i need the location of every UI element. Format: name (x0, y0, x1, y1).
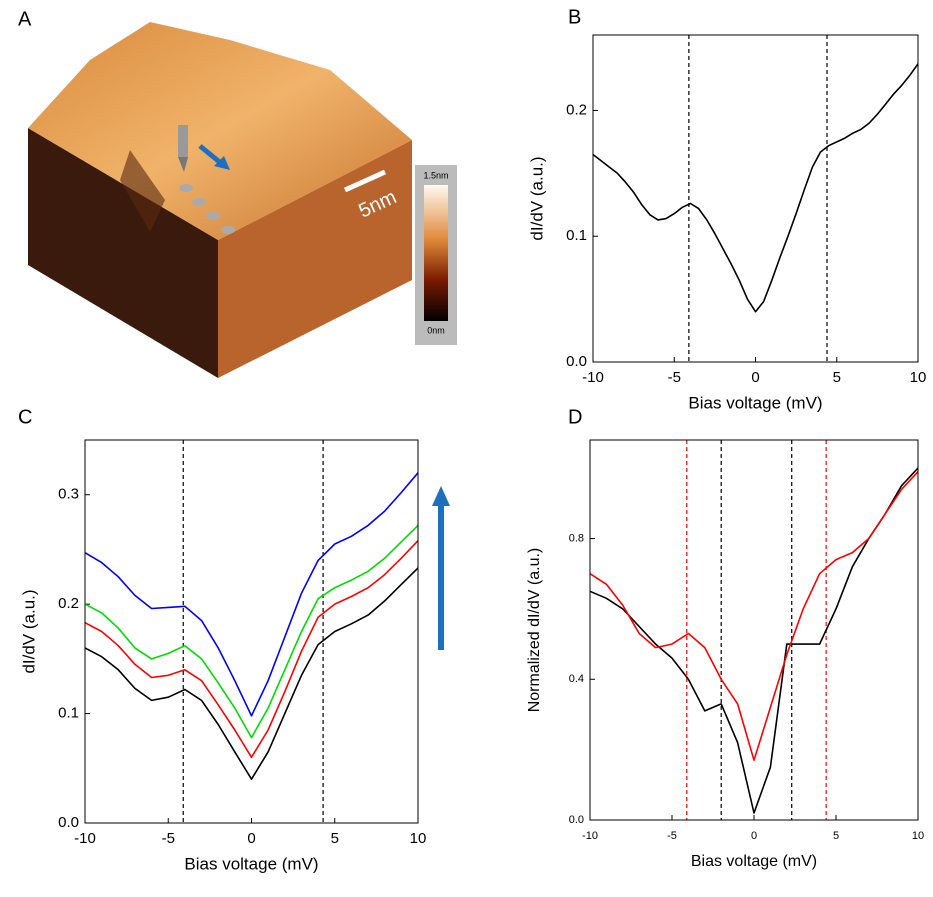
tip-position (221, 226, 235, 234)
y-tick-label: 0.3 (58, 486, 79, 503)
surface-groove (120, 150, 165, 232)
y-tick-label: 0.8 (569, 532, 584, 544)
x-axis-title: Bias voltage (mV) (691, 853, 817, 870)
y-tick-label: 0.0 (566, 353, 587, 370)
y-tick-label: 0.2 (58, 595, 79, 612)
tip-position (179, 184, 193, 192)
tip-position (192, 198, 206, 206)
panel: D -10 -5 0 5 10 0.0 0.4 0.8 Bias voltage (mV) Norm… (526, 406, 924, 870)
colorbar (424, 185, 448, 321)
block-left-face (28, 128, 218, 378)
x-tick-label: -5 (668, 369, 681, 386)
x-tick-label: 0 (247, 830, 255, 847)
tip-position (206, 212, 220, 220)
y-tick-label: 0.2 (566, 101, 587, 118)
block-top-surface (28, 22, 412, 240)
plot-frame (592, 34, 919, 363)
x-tick-label: -10 (582, 830, 598, 842)
x-axis-title: Bias voltage (mV) (184, 854, 318, 873)
panel-label: C (18, 406, 32, 428)
colorbar-max: 1.5nm (423, 170, 448, 180)
x-tick-label: 10 (910, 369, 927, 386)
y-tick-label: 0.0 (58, 814, 79, 831)
y-tick-label: 0.4 (569, 673, 584, 685)
panel-label: D (568, 406, 582, 428)
x-tick-label: -5 (162, 830, 175, 847)
colorbar-min: 0nm (427, 325, 445, 335)
data-line (84, 567, 419, 780)
x-tick-label: -10 (74, 830, 96, 847)
plot-frame (589, 439, 919, 821)
data-line (84, 524, 419, 739)
panel: C -10 -5 0 5 10 0.0 0.1 0.2 0.3 Bias voltage (mV) d… (18, 406, 426, 873)
y-tick-label: 0.1 (566, 227, 587, 244)
data-line (592, 63, 919, 313)
panel: B -10 -5 0 5 10 0.0 0.1 0.2 Bias voltage (mV) dI/d… (527, 6, 926, 412)
y-axis-title: Normalized dI/dV (a.u.) (526, 548, 543, 713)
y-axis-title: dI/dV (a.u.) (19, 589, 38, 673)
stm-tip (178, 125, 188, 157)
x-tick-label: -10 (582, 369, 604, 386)
scan-arrowhead (214, 156, 230, 170)
panel-label: A (18, 8, 32, 30)
panel-label: B (568, 6, 581, 28)
x-tick-label: 10 (410, 830, 427, 847)
data-line (84, 540, 419, 759)
plot-frame (84, 439, 419, 824)
scale-bar (343, 169, 387, 193)
x-tick-label: 10 (912, 830, 924, 842)
y-axis-title: dI/dV (a.u.) (527, 156, 546, 240)
x-tick-label: 0 (751, 830, 757, 842)
x-tick-label: 5 (833, 369, 841, 386)
x-tick-label: 0 (751, 369, 759, 386)
x-tick-label: 5 (833, 830, 839, 842)
panel-c-arrow (432, 486, 450, 650)
data-line (589, 471, 919, 761)
block-right-face (218, 140, 412, 378)
stm-tip-point (178, 157, 188, 172)
x-tick-label: 5 (331, 830, 339, 847)
scan-arrow (198, 144, 224, 166)
x-axis-title: Bias voltage (mV) (688, 393, 822, 412)
y-tick-label: 0.1 (58, 705, 79, 722)
data-line (84, 472, 419, 717)
panel-a: A 5nm 1.5nm 0nm (18, 8, 457, 378)
data-line (589, 467, 919, 814)
x-tick-label: -5 (667, 830, 677, 842)
y-tick-label: 0.0 (569, 814, 584, 826)
trend-arrowhead (432, 486, 450, 506)
